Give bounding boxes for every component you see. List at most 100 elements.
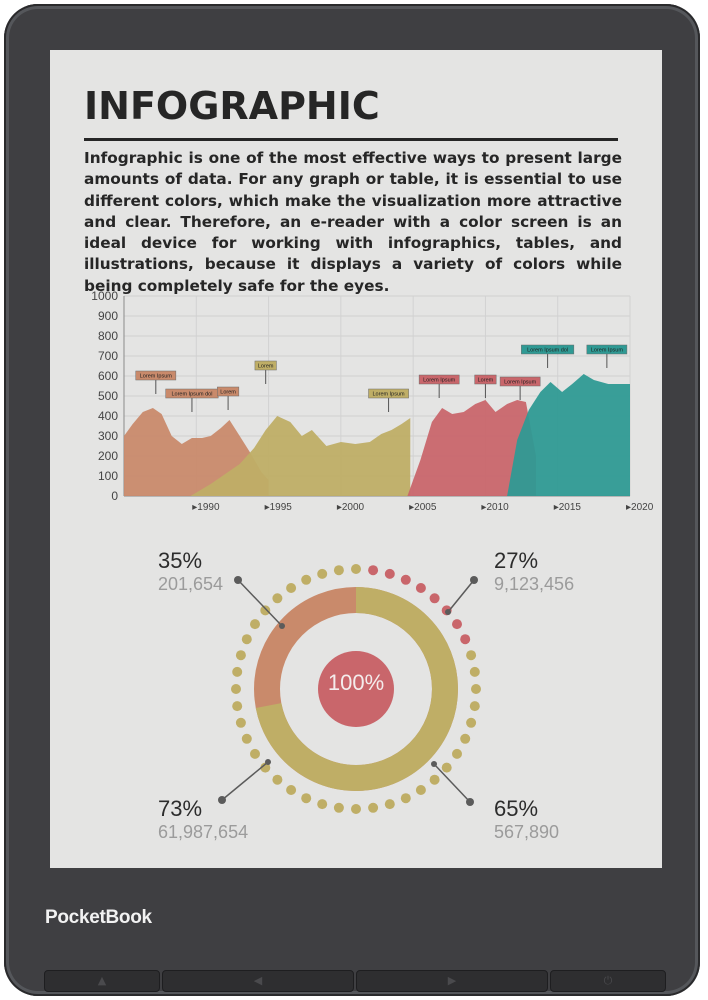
ring-dot	[260, 762, 271, 773]
ring-dot	[317, 799, 328, 810]
flag-label: Lorem Ipsum	[373, 392, 406, 398]
body-paragraph: Infographic is one of the most effective…	[84, 149, 622, 295]
ring-dot	[232, 701, 243, 712]
chart-flag: Lorem Ipsum	[135, 370, 177, 394]
ring-dot	[429, 774, 440, 785]
flag-box	[499, 376, 541, 387]
ring-dot	[250, 619, 260, 630]
leader-dot	[279, 623, 285, 629]
area-series-3	[507, 374, 630, 496]
ring-dot	[400, 574, 411, 585]
flag-label: Lorem	[220, 390, 236, 396]
ring-dot	[384, 799, 395, 810]
flag-label: Lorem Ipsum	[140, 374, 173, 380]
ring-dot	[415, 583, 426, 593]
flag-label: Lorem	[478, 378, 494, 384]
y-tick-label: 0	[111, 489, 118, 503]
ring-dot	[301, 574, 312, 585]
y-tick-label: 200	[98, 449, 118, 463]
ring-dot	[286, 785, 297, 795]
y-tick-label: 800	[98, 329, 118, 343]
ring-dot	[441, 605, 452, 616]
y-tick-label: 1000	[91, 289, 118, 303]
y-tick-label: 900	[98, 309, 118, 323]
ring-dot	[241, 733, 252, 744]
ring-dot	[272, 593, 283, 604]
home-icon: ▲	[97, 974, 107, 987]
chart-flag: Lorem	[474, 374, 497, 398]
leader-dot	[265, 759, 271, 765]
flag-label: Lorem Ipsum	[423, 378, 456, 384]
y-tick-label: 600	[98, 369, 118, 383]
ring-dot	[235, 717, 246, 728]
ring-dot	[415, 785, 426, 795]
ring-dot	[460, 733, 471, 744]
flag-box	[474, 374, 497, 385]
area-series-2	[407, 400, 537, 496]
power-button[interactable]: ⏻	[550, 970, 666, 992]
page-back-button[interactable]: ◀	[162, 970, 354, 992]
leader-dot	[466, 798, 474, 806]
chart-flag: Lorem	[217, 386, 240, 410]
brand-logo: PocketBook	[45, 907, 152, 928]
arrow-right-icon: ▶	[447, 974, 457, 987]
ring-dot	[441, 762, 452, 773]
ring-dot	[317, 568, 328, 579]
stat-value-top-right: 9,123,456	[494, 574, 575, 594]
page-forward-button[interactable]: ▶	[356, 970, 548, 992]
x-tick-label: ▸2000	[337, 502, 365, 513]
ring-dot	[231, 684, 241, 694]
ring-dot	[235, 650, 246, 661]
flag-box	[217, 386, 240, 397]
stat-value-bottom-left: 61,987,654	[158, 822, 249, 842]
leader-dot	[234, 576, 242, 584]
ring-dot	[351, 564, 361, 574]
stat-value-top-left: 201,654	[158, 574, 224, 594]
ring-dot	[452, 748, 462, 759]
x-tick-label: ▸1995	[265, 502, 293, 513]
ring-dot	[272, 774, 283, 785]
flag-label: Lorem Ipsum	[504, 380, 537, 386]
ring-dot	[260, 605, 271, 616]
leader-line	[237, 579, 283, 627]
ring-dot	[241, 634, 252, 645]
ring-dot	[471, 684, 481, 694]
home-button[interactable]: ▲	[44, 970, 160, 992]
donut-center-label: 100%	[327, 670, 385, 695]
flag-label: Lorem Ipsum dol	[171, 392, 212, 398]
leader-dot	[218, 796, 226, 804]
flag-box	[521, 344, 575, 355]
ring-dot	[384, 568, 395, 579]
leader-dot	[470, 576, 478, 584]
stat-value-bottom-right: 567,890	[494, 822, 560, 842]
ring-dot	[286, 583, 297, 593]
y-tick-label: 400	[98, 409, 118, 423]
e-reader-device: INFOGRAPHIC Infographic is one of the mo…	[4, 4, 700, 996]
ring-dot	[368, 802, 379, 813]
ring-dot	[466, 650, 477, 661]
chart-flag: Lorem Ipsum dol	[165, 388, 219, 412]
ring-dot	[250, 748, 260, 759]
arrow-left-icon: ◀	[253, 974, 263, 987]
leader-dot	[445, 609, 451, 615]
page-title: INFOGRAPHIC	[84, 84, 380, 128]
flag-box	[368, 388, 409, 399]
flag-box	[135, 370, 177, 381]
x-tick-label: ▸2005	[409, 502, 437, 513]
chart-flag: Lorem Ipsum	[368, 388, 409, 412]
x-tick-label: ▸2015	[554, 502, 582, 513]
ring-dot	[466, 717, 477, 728]
y-tick-label: 300	[98, 429, 118, 443]
ring-dot	[429, 593, 440, 604]
stat-pct-top-left: 35%	[158, 548, 203, 573]
area-chart: 0 100 200 300 400 500 600 700 800 900 1000 ▸1990 ▸19…	[91, 289, 653, 513]
area-series-1	[190, 416, 411, 496]
chart-flag: Lorem Ipsum	[586, 344, 628, 368]
ring-dot	[301, 793, 312, 804]
hardware-button-bar: ▲ ◀ ▶ ⏻	[44, 970, 672, 992]
chart-flag: Lorem Ipsum	[418, 374, 460, 398]
ring-dot	[452, 619, 462, 630]
chart-flag: Lorem Ipsum	[499, 376, 541, 400]
flag-label: Lorem Ipsum dol	[527, 348, 568, 354]
flag-box	[586, 344, 628, 355]
